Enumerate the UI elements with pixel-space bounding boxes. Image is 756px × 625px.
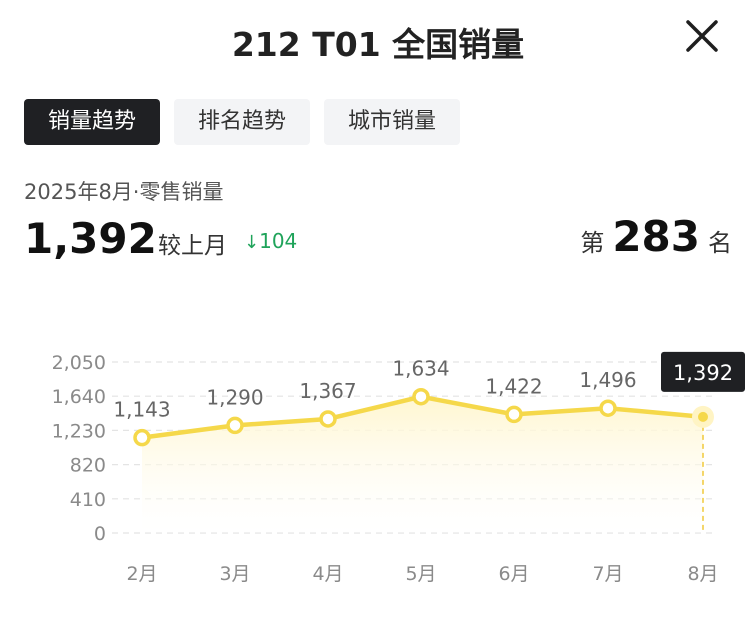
compare-label: 较上月 (158, 233, 227, 259)
rank-value: 283 (612, 212, 700, 261)
data-point (599, 399, 617, 417)
y-tick-label: 410 (70, 489, 106, 511)
data-point (505, 405, 523, 424)
y-tick-label: 0 (94, 523, 106, 545)
rank-prefix: 第 (580, 229, 605, 257)
tab-city-sales[interactable]: 城市销量 (324, 99, 461, 145)
tab-bar: 销量趋势 排名趋势 城市销量 (24, 99, 461, 145)
y-tick-label: 1,230 (52, 420, 106, 442)
data-label: 1,290 (206, 385, 263, 409)
data-point (698, 411, 708, 422)
x-tick-label: 4月 (312, 563, 343, 585)
x-tick-label: 6月 (498, 563, 529, 585)
period-label: 2025年8月·零售销量 (24, 180, 224, 204)
sales-value: 1,392 (24, 214, 157, 263)
x-tick-label: 3月 (219, 563, 250, 585)
data-point (133, 428, 151, 447)
x-tick-label: 8月 (687, 563, 718, 585)
data-label: 1,367 (299, 379, 356, 403)
x-tick-label: 7月 (592, 563, 623, 585)
data-point (226, 416, 244, 435)
change-indicator: ↓104 (244, 229, 297, 253)
data-label: 1,422 (485, 374, 542, 398)
rank-suffix: 名 (708, 229, 732, 257)
data-point (319, 410, 337, 428)
data-label: 1,634 (392, 357, 449, 381)
x-tick-label: 2月 (126, 563, 157, 585)
change-value: 104 (259, 229, 298, 253)
x-tick-label: 5月 (405, 563, 436, 585)
arrow-down-icon: ↓ (244, 232, 260, 253)
tab-sales-trend[interactable]: 销量趋势 (24, 99, 161, 145)
highlight-tooltip (661, 351, 745, 392)
close-icon[interactable] (682, 16, 722, 56)
area-fill (142, 396, 703, 533)
data-label: 1,496 (579, 368, 636, 392)
y-tick-label: 2,050 (52, 352, 106, 374)
data-point (412, 387, 430, 406)
data-label: 1,392 (673, 361, 733, 385)
data-label: 1,143 (113, 398, 170, 422)
tab-rank-trend[interactable]: 排名趋势 (174, 99, 311, 145)
y-tick-label: 820 (70, 455, 106, 477)
page-title: 212 T01 全国销量 (231, 25, 525, 64)
y-tick-label: 1,640 (52, 386, 106, 408)
sales-trend-chart: 2,050 1,640 1,230 820 410 0 1,143 1,290 1,367 1,6… (52, 351, 745, 585)
rank-display: 第 283 名 (580, 212, 732, 261)
